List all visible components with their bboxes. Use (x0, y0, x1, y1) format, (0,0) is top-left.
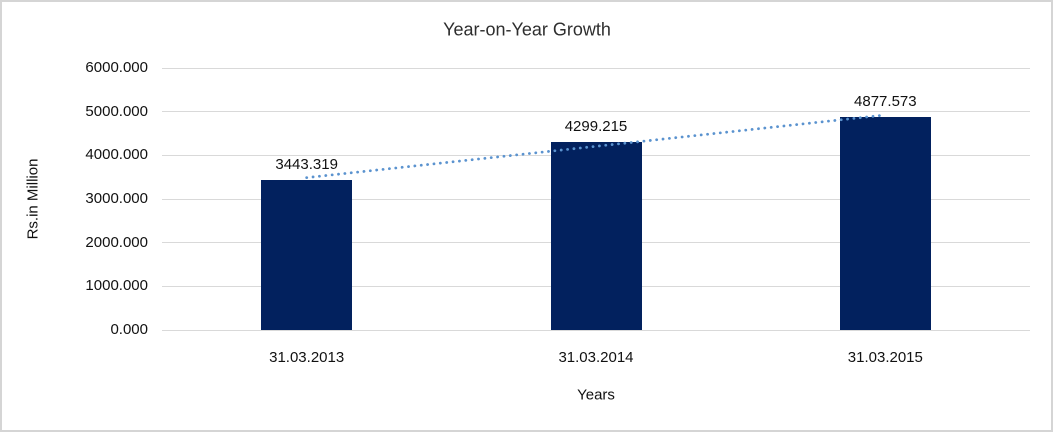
x-tick-label: 31.03.2014 (558, 349, 634, 366)
y-tick-label: 6000.000 (85, 59, 148, 76)
chart-title: Year-on-Year Growth (443, 19, 611, 40)
bar (261, 179, 353, 330)
x-axis-title: Years (577, 386, 615, 404)
y-tick-label: 0.000 (110, 321, 148, 338)
y-tick-label: 4000.000 (85, 146, 148, 164)
bar (550, 142, 642, 330)
bar-data-label: 4299.215 (564, 118, 628, 136)
y-tick-label: 2000.000 (85, 233, 148, 251)
y-tick-label: 1000.000 (85, 277, 148, 295)
gridline (162, 329, 1030, 331)
bar-data-label: 4877.573 (854, 93, 917, 110)
bar-data-label: 3443.319 (275, 155, 338, 173)
gridline (162, 67, 1030, 69)
y-tick-label: 5000.000 (85, 102, 148, 120)
bar (839, 117, 931, 330)
y-tick-label: 3000.000 (85, 190, 148, 207)
gridline (162, 111, 1030, 113)
x-tick-label: 31.03.2013 (269, 349, 345, 366)
x-tick-label: 31.03.2015 (847, 349, 923, 366)
